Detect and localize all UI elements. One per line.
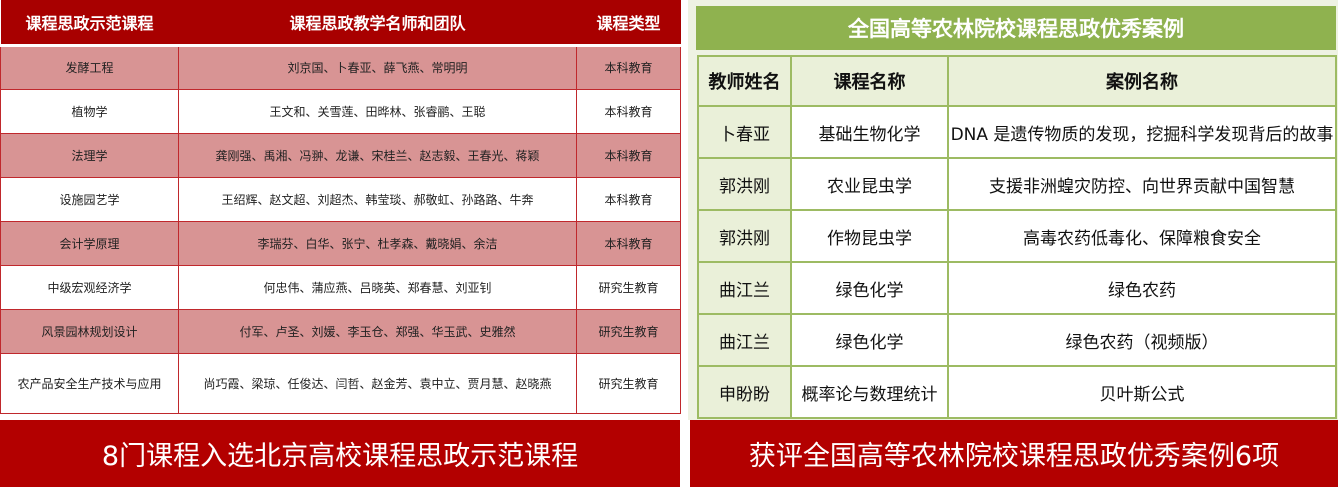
cell-teacher: 郭洪刚 [697,157,792,211]
table-row: 会计学原理 李瑞芬、白华、张宁、杜孝森、戴晓娟、余洁 本科教育 [0,220,681,266]
cell-type: 研究生教育 [576,308,681,354]
cell-type: 本科教育 [576,132,681,178]
right-title: 全国高等农林院校课程思政优秀案例 [696,6,1336,50]
cell-course: 农产品安全生产技术与应用 [0,352,179,414]
cell-teacher: 曲江兰 [697,261,792,315]
cell-teacher: 曲江兰 [697,313,792,367]
table-row: 农产品安全生产技术与应用 尚巧霞、梁琼、任俊达、闫哲、赵金芳、袁中立、贾月慧、赵晓… [0,352,681,414]
table-row: 申盼盼 概率论与数理统计 贝叶斯公式 [697,365,1337,419]
table-row: 中级宏观经济学 何忠伟、蒲应燕、吕晓英、郑春慧、刘亚钊 研究生教育 [0,264,681,310]
table-row: 卜春亚 基础生物化学 DNA 是遗传物质的发现，挖掘科学发现背后的故事 [697,105,1337,159]
cases-table: 教师姓名 课程名称 案例名称 卜春亚 基础生物化学 DNA 是遗传物质的发现，挖掘科… [697,55,1337,419]
table-row: 曲江兰 绿色化学 绿色农药（视频版） [697,313,1337,367]
cell-course: 法理学 [0,132,179,178]
header-type: 课程类型 [576,0,681,47]
cell-course: 设施园艺学 [0,176,179,222]
cell-type: 研究生教育 [576,352,681,414]
cell-case: DNA 是遗传物质的发现，挖掘科学发现背后的故事 [947,105,1337,159]
cell-course: 绿色化学 [790,261,949,315]
right-banner: 获评全国高等农林院校课程思政优秀案例6项 [690,420,1338,487]
cell-teacher: 申盼盼 [697,365,792,419]
cell-type: 本科教育 [576,220,681,266]
cell-course: 基础生物化学 [790,105,949,159]
table-header: 教师姓名 课程名称 案例名称 [697,55,1337,107]
table-row: 郭洪刚 作物昆虫学 高毒农药低毒化、保障粮食安全 [697,209,1337,263]
cell-course: 发酵工程 [0,44,179,90]
table-row: 设施园艺学 王绍辉、赵文超、刘超杰、韩莹琰、郝敬虹、孙路路、牛奔 本科教育 [0,176,681,222]
cell-course: 概率论与数理统计 [790,365,949,419]
cell-team: 付军、卢圣、刘媛、李玉仓、郑强、华玉武、史雅然 [178,308,577,354]
table-row: 法理学 龚刚强、禹湘、冯翀、龙谦、宋桂兰、赵志毅、王春光、蒋颖 本科教育 [0,132,681,178]
right-panel: 全国高等农林院校课程思政优秀案例 教师姓名 课程名称 案例名称 卜春亚 基础生物化… [688,0,1338,420]
table-row: 植物学 王文和、关雪莲、田晔林、张睿鹂、王聪 本科教育 [0,88,681,134]
header-team: 课程思政教学名师和团队 [178,0,577,47]
cell-teacher: 卜春亚 [697,105,792,159]
cell-course: 植物学 [0,88,179,134]
cell-course: 农业昆虫学 [790,157,949,211]
table-header: 课程思政示范课程 课程思政教学名师和团队 课程类型 [0,0,681,47]
cell-team: 龚刚强、禹湘、冯翀、龙谦、宋桂兰、赵志毅、王春光、蒋颖 [178,132,577,178]
cell-teacher: 郭洪刚 [697,209,792,263]
table-row: 曲江兰 绿色化学 绿色农药 [697,261,1337,315]
cell-course: 绿色化学 [790,313,949,367]
cell-case: 绿色农药 [947,261,1337,315]
cell-type: 本科教育 [576,176,681,222]
left-banner: 8门课程入选北京高校课程思政示范课程 [0,420,680,487]
cell-type: 本科教育 [576,44,681,90]
cell-case: 贝叶斯公式 [947,365,1337,419]
header-case: 案例名称 [947,55,1337,107]
header-course: 课程思政示范课程 [0,0,179,47]
cell-team: 李瑞芬、白华、张宁、杜孝森、戴晓娟、余洁 [178,220,577,266]
table-row: 郭洪刚 农业昆虫学 支援非洲蝗灾防控、向世界贡献中国智慧 [697,157,1337,211]
left-panel: 课程思政示范课程 课程思政教学名师和团队 课程类型 发酵工程 刘京国、卜春亚、薛飞… [0,0,681,414]
table-row: 风景园林规划设计 付军、卢圣、刘媛、李玉仓、郑强、华玉武、史雅然 研究生教育 [0,308,681,354]
cell-course: 作物昆虫学 [790,209,949,263]
table-row: 发酵工程 刘京国、卜春亚、薛飞燕、常明明 本科教育 [0,44,681,90]
cell-case: 高毒农药低毒化、保障粮食安全 [947,209,1337,263]
cell-team: 刘京国、卜春亚、薛飞燕、常明明 [178,44,577,90]
cell-course: 风景园林规划设计 [0,308,179,354]
header-course: 课程名称 [790,55,949,107]
cell-type: 研究生教育 [576,264,681,310]
cell-course: 会计学原理 [0,220,179,266]
cell-type: 本科教育 [576,88,681,134]
cell-team: 王文和、关雪莲、田晔林、张睿鹂、王聪 [178,88,577,134]
cell-case: 支援非洲蝗灾防控、向世界贡献中国智慧 [947,157,1337,211]
cell-team: 何忠伟、蒲应燕、吕晓英、郑春慧、刘亚钊 [178,264,577,310]
cell-case: 绿色农药（视频版） [947,313,1337,367]
header-teacher: 教师姓名 [697,55,792,107]
cell-team: 尚巧霞、梁琼、任俊达、闫哲、赵金芳、袁中立、贾月慧、赵晓燕 [178,352,577,414]
cell-team: 王绍辉、赵文超、刘超杰、韩莹琰、郝敬虹、孙路路、牛奔 [178,176,577,222]
demo-courses-table: 课程思政示范课程 课程思政教学名师和团队 课程类型 发酵工程 刘京国、卜春亚、薛飞… [0,0,681,414]
cell-course: 中级宏观经济学 [0,264,179,310]
